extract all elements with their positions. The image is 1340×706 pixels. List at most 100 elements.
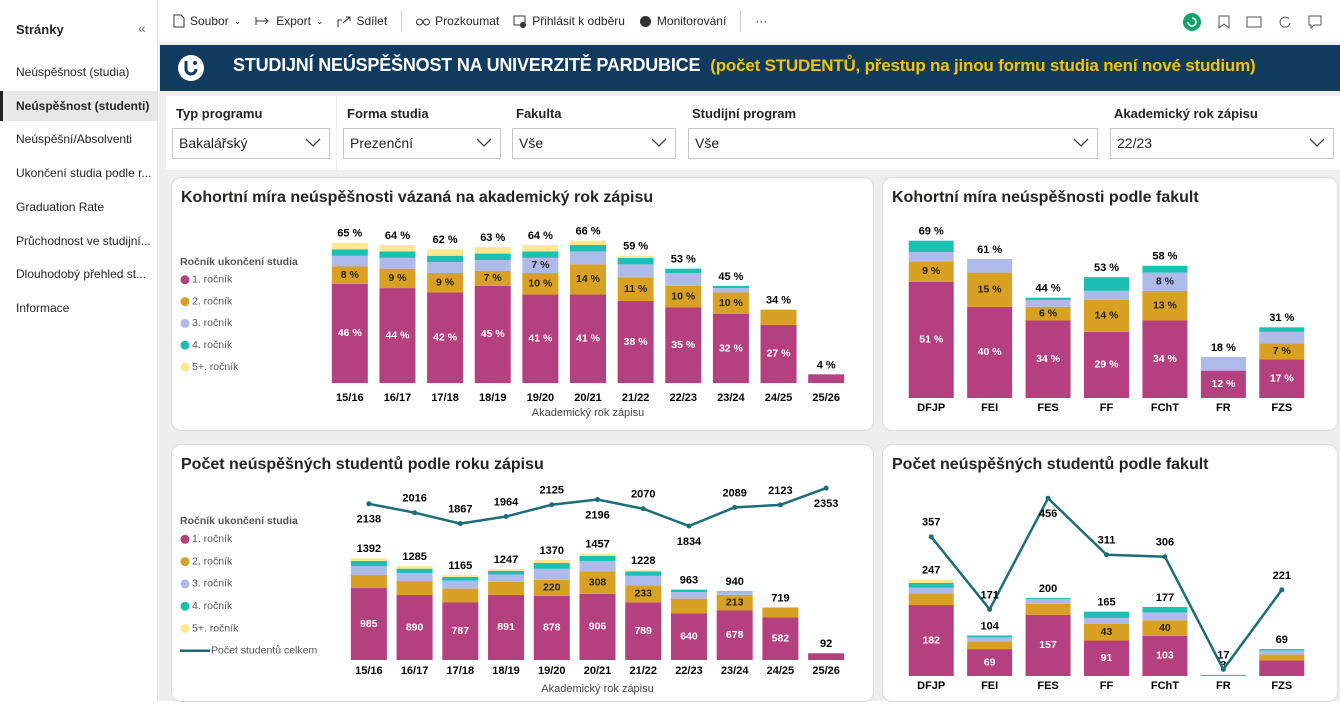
total-label: 104: [980, 620, 999, 632]
bar-segment: [351, 575, 387, 588]
slicer-dropdown[interactable]: 22/23: [1110, 128, 1334, 159]
legend-label: 2. ročník: [192, 295, 233, 307]
page-link[interactable]: Neúspěšnost (studia): [0, 57, 157, 87]
slicer-dropdown[interactable]: Vše: [512, 128, 676, 159]
report-banner: STUDIJNÍ NEÚSPĚŠNOST NA UNIVERZITĚ PARDU…: [160, 45, 1340, 91]
file-menu[interactable]: Soubor⌄: [173, 14, 241, 28]
total-label: 66 %: [575, 226, 600, 238]
x-tick-label: 18/19: [492, 665, 520, 677]
page-link[interactable]: Průchodnost ve studijní...: [0, 226, 157, 256]
subscribe-button[interactable]: Přihlásit k odběru: [513, 14, 625, 28]
view-button[interactable]: [1246, 16, 1262, 28]
line-label: 2123: [768, 485, 792, 497]
bar-segment: [665, 269, 701, 273]
bar-segment: [625, 571, 661, 575]
slicer-dropdown[interactable]: Prezenční: [343, 128, 501, 159]
bar-segment: [522, 245, 558, 251]
x-tick-label: 24/25: [767, 665, 795, 677]
total-label: 53 %: [1094, 262, 1119, 274]
chevron-line: [1310, 139, 1324, 146]
page-link[interactable]: Informace: [0, 293, 157, 323]
bar-segment: [475, 260, 511, 271]
bar-segment: [671, 592, 707, 599]
line-label: 357: [922, 517, 940, 529]
page-link[interactable]: Neúspěšnost (studenti): [0, 91, 157, 121]
bar-segment: [580, 556, 616, 561]
data-label: 29 %: [1095, 359, 1120, 371]
line-point: [504, 514, 509, 519]
share-button[interactable]: Sdílet: [337, 14, 387, 28]
line-label: 2138: [357, 514, 381, 526]
line-label: 2016: [402, 493, 426, 505]
line-label: 17: [1217, 649, 1229, 661]
more-button[interactable]: ···: [755, 14, 767, 28]
bar-segment: [397, 566, 433, 569]
bar-segment: [1142, 266, 1187, 273]
bar-segment: [909, 593, 954, 605]
data-label: 7 %: [484, 272, 503, 284]
line-label: 1867: [448, 504, 472, 516]
legend-label: 1. ročník: [192, 533, 233, 545]
bar-segment: [1084, 277, 1129, 291]
x-tick-label: DFJP: [917, 680, 945, 692]
page-link[interactable]: Graduation Rate: [0, 192, 157, 222]
bar-segment: [379, 245, 415, 251]
page-link[interactable]: Dlouhodobý přehled st...: [0, 259, 157, 289]
chevron-line: [477, 139, 491, 146]
bookmark-button[interactable]: [1218, 15, 1230, 29]
x-tick-label: FZS: [1271, 402, 1292, 414]
monitor-button[interactable]: Monitorování: [639, 14, 726, 28]
collapse-button[interactable]: «: [138, 20, 146, 36]
x-tick-label: FF: [1100, 680, 1114, 692]
bar-segment: [1026, 599, 1071, 604]
separator: [401, 10, 402, 32]
legend-title: Ročník ukončení studia: [180, 515, 298, 527]
data-label: 10 %: [671, 290, 696, 302]
total-label: 719: [771, 592, 789, 604]
line-label: 171: [980, 589, 998, 601]
line-point: [778, 502, 783, 507]
data-label: 69: [984, 656, 996, 668]
refresh-status[interactable]: [1182, 12, 1202, 32]
total-label: 65 %: [337, 228, 362, 240]
legend-label: 1. ročník: [192, 274, 233, 286]
legend-label: 5+. ročník: [192, 622, 239, 634]
chart-card: Počet neúspěšných studentů podle roku zá…: [171, 444, 874, 702]
line-label: 2089: [722, 487, 746, 499]
line-label: 2196: [585, 509, 609, 521]
page-link[interactable]: Ukončení studia podle r...: [0, 158, 157, 188]
toolbar-label: Monitorování: [657, 14, 726, 28]
bar-segment: [1026, 298, 1071, 300]
slicer-dropdown[interactable]: Vše: [688, 128, 1098, 159]
bar-segment: [967, 635, 1012, 637]
page-link[interactable]: Neúspěšní/Absolventi: [0, 124, 157, 154]
legend-swatch: [181, 602, 190, 611]
x-tick-label: 22/23: [675, 665, 703, 677]
bar-segment: [397, 569, 433, 573]
bar-segment: [967, 637, 1012, 641]
data-label: 14 %: [1095, 310, 1120, 322]
bar-segment: [1084, 618, 1129, 624]
bar-segment: [1259, 655, 1304, 661]
comment-button[interactable]: [1308, 15, 1322, 29]
legend-title: Ročník ukončení studia: [180, 256, 298, 268]
bar-segment: [475, 254, 511, 260]
explore-button[interactable]: Prozkoumat: [416, 14, 499, 28]
bar-segment: [534, 563, 570, 569]
data-label: 878: [543, 622, 561, 634]
legend-swatch: [181, 363, 190, 372]
export-menu[interactable]: Export⌄: [255, 14, 323, 28]
data-label: 220: [543, 582, 561, 594]
bar-segment: [488, 582, 524, 595]
bar-segment: [351, 566, 387, 575]
slicer-dropdown[interactable]: Bakalářský: [172, 128, 330, 159]
data-label: 43: [1101, 626, 1113, 638]
bar-segment: [1259, 660, 1304, 676]
total-label: 247: [922, 565, 940, 577]
total-label: 963: [680, 575, 698, 587]
bar-segment: [427, 256, 463, 262]
reload-button[interactable]: [1278, 15, 1292, 29]
chart-title: Počet neúspěšných studentů podle roku zá…: [181, 456, 544, 473]
